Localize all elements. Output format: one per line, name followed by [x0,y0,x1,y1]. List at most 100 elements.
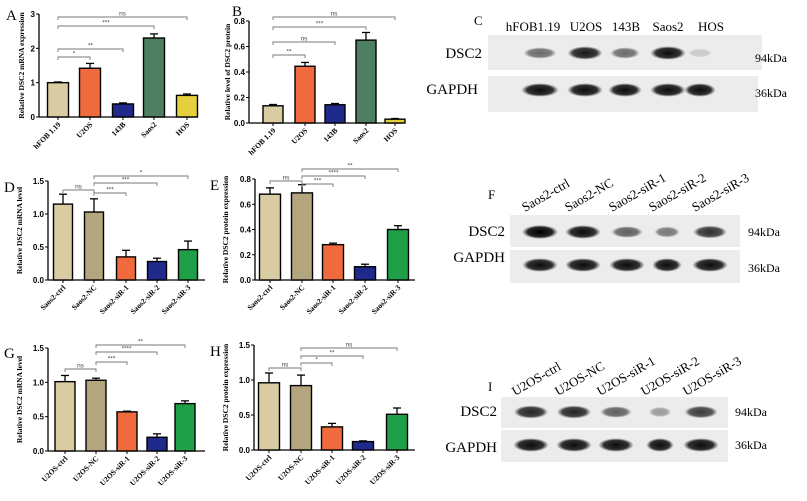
protein-band [646,438,674,452]
bar-u2os-sir-1 [320,426,344,451]
protein-band [567,83,603,97]
x-tick-label: U2OS-NC [276,453,305,482]
x-tick-label: U2OS [289,126,309,146]
y-tick-label: 1.0 [33,378,45,387]
lane-label: 143B [612,19,641,34]
y-tick-label: 1.0 [33,210,45,219]
x-tick-label: U2OS [74,120,94,140]
y-tick-label: 2 [31,44,36,53]
bar-u2os-ctrl [54,380,76,452]
bar-saos2 [355,39,377,124]
row-label: DSC2 [468,224,505,240]
protein-band [513,405,549,419]
panel-letter: I [488,379,492,394]
y-tick-label: 0.6 [240,200,252,209]
significance-bracket [272,54,306,58]
x-tick-label: hFOB 1.19 [32,120,63,151]
bar-u2os-nc [289,384,313,451]
panel-letter: A [6,8,17,24]
x-tick-label: U2OS-siR-1 [98,454,132,488]
molecular-weight-label: 36kDa [755,86,788,100]
x-tick-label: 143B [110,120,128,138]
y-tick-label: 0.4 [234,68,246,77]
x-tick-label: U2OS-siR-3 [156,454,190,488]
significance-bracket [301,175,366,179]
bar-saos2-ctrl [258,193,282,281]
x-tick-label: Saos2-siR-1 [98,283,131,316]
row-label: GAPDH [426,82,478,98]
y-axis-label: Relative DSC2 mRNA level [15,187,24,274]
y-tick-label: 0.0 [234,119,246,128]
protein-band [522,258,558,272]
bar-u2os-sir-2 [351,440,375,451]
lane-label: Saos2 [652,19,683,34]
protein-band [650,46,686,60]
bar-143b [324,104,346,124]
x-tick-label: Saos2-NC [278,283,307,312]
significance-bracket [272,16,396,20]
significance-label: * [315,357,318,364]
row-label: GAPDH [453,250,505,266]
significance-bracket [95,361,128,365]
significance-bracket [57,25,155,29]
y-tick-label: 0.0 [33,276,45,285]
x-tick-label: U2OS-NC [71,454,100,483]
protein-band [684,405,718,419]
significance-label: *** [314,178,322,185]
protein-band [610,47,640,59]
protein-band [565,258,601,272]
panel-letter: E [210,178,219,194]
x-tick-label: U2OS-siR-2 [334,453,368,487]
significance-label: ** [138,339,144,346]
bar-saos2-sir-1 [321,243,345,281]
y-tick-label: 0.8 [234,17,246,26]
protein-band [683,438,719,452]
western-blot-panel-i: I U2OS-ctrlU2OS-NCU2OS-siR-1U2OS-siR-2U2O… [445,353,768,462]
chart-panel-a: A Relative DSC2 mRNA expression 0 1 2 3 hFOB 1… [6,8,199,151]
bar-hos [384,118,406,124]
bar-u2os-nc [85,379,107,452]
x-tick-label: Saos2-ctrl [38,283,67,312]
protein-band [600,406,632,418]
protein-band [608,83,642,97]
x-tick-label: Saos2 [139,120,159,140]
panel-letter: G [4,346,15,362]
significance-label: *** [316,21,324,28]
significance-bracket [301,183,334,187]
significance-label: ns [331,11,339,18]
bar-saos2-sir-2 [146,260,168,281]
protein-band [693,225,727,239]
significance-label: ** [88,43,94,50]
panel-letter: D [4,180,15,196]
row-label: GAPDH [445,440,497,456]
bar-hfob-1-19 [262,105,284,124]
protein-band [652,258,682,272]
lane-label: Saos2-NC [562,175,616,215]
x-tick-label: Saos2-NC [70,283,99,312]
protein-band [556,438,592,452]
bar-u2os-ctrl [257,382,281,451]
molecular-weight-label: 94kDa [748,225,781,239]
bar-143b [111,103,135,118]
significance-bracket [93,192,127,196]
bar-saos2-sir-1 [115,256,137,281]
y-axis-label: Relative DSC2 protein expression [221,343,230,451]
significance-bracket [300,347,398,351]
protein-band [556,405,592,419]
significance-bracket [301,168,399,172]
protein-band [692,258,728,272]
y-tick-label: 1.5 [33,344,45,353]
significance-bracket [95,344,186,348]
bar-u2os [78,67,102,118]
significance-bracket [95,351,158,355]
significance-bracket [57,16,188,20]
x-tick-label: HOS [382,126,400,144]
y-tick-label: 0.6 [234,43,246,52]
protein-band [598,438,634,452]
significance-label: * [73,51,76,58]
bar-saos2 [142,37,166,118]
chart-panel-e: E Relative DSC2 protein expression 0.0 0.2 0… [210,163,415,316]
x-tick-label: Saos2-siR-3 [370,283,403,316]
